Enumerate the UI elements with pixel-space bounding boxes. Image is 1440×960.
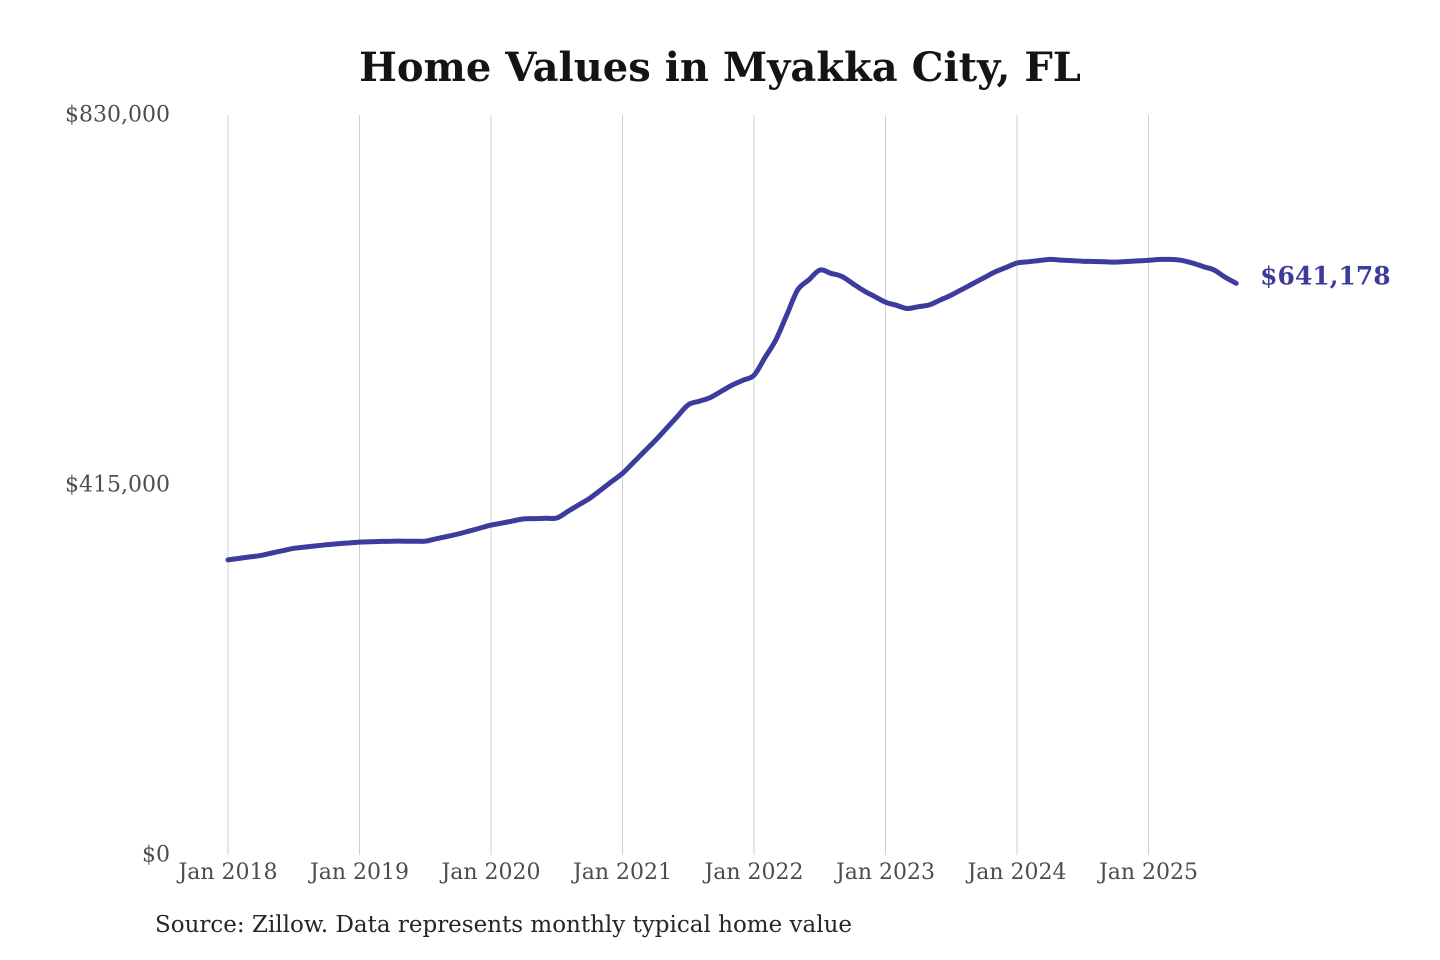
latest-value-label: $641,178	[1260, 261, 1391, 291]
x-axis-tick-label: Jan 2020	[441, 860, 541, 885]
home-value-line	[225, 256, 1239, 563]
y-axis-tick-label: $415,000	[65, 472, 170, 498]
x-axis-tick-label: Jan 2023	[835, 860, 936, 885]
x-axis-tick-label: Jan 2018	[178, 860, 278, 885]
x-axis-tick-label: Jan 2025	[1098, 860, 1199, 885]
x-axis-tick-label: Jan 2024	[967, 860, 1067, 885]
year-gridlines	[227, 115, 1149, 855]
source-note: Source: Zillow. Data represents monthly …	[155, 912, 853, 938]
x-axis-tick-label: Jan 2021	[572, 860, 673, 885]
x-axis-tick-label: Jan 2022	[704, 860, 804, 885]
chart-title: Home Values in Myakka City, FL	[359, 44, 1081, 91]
y-axis-tick-label: $0	[142, 842, 170, 868]
y-axis-tick-label: $830,000	[65, 102, 170, 128]
x-axis-tick-label: Jan 2019	[309, 860, 410, 885]
